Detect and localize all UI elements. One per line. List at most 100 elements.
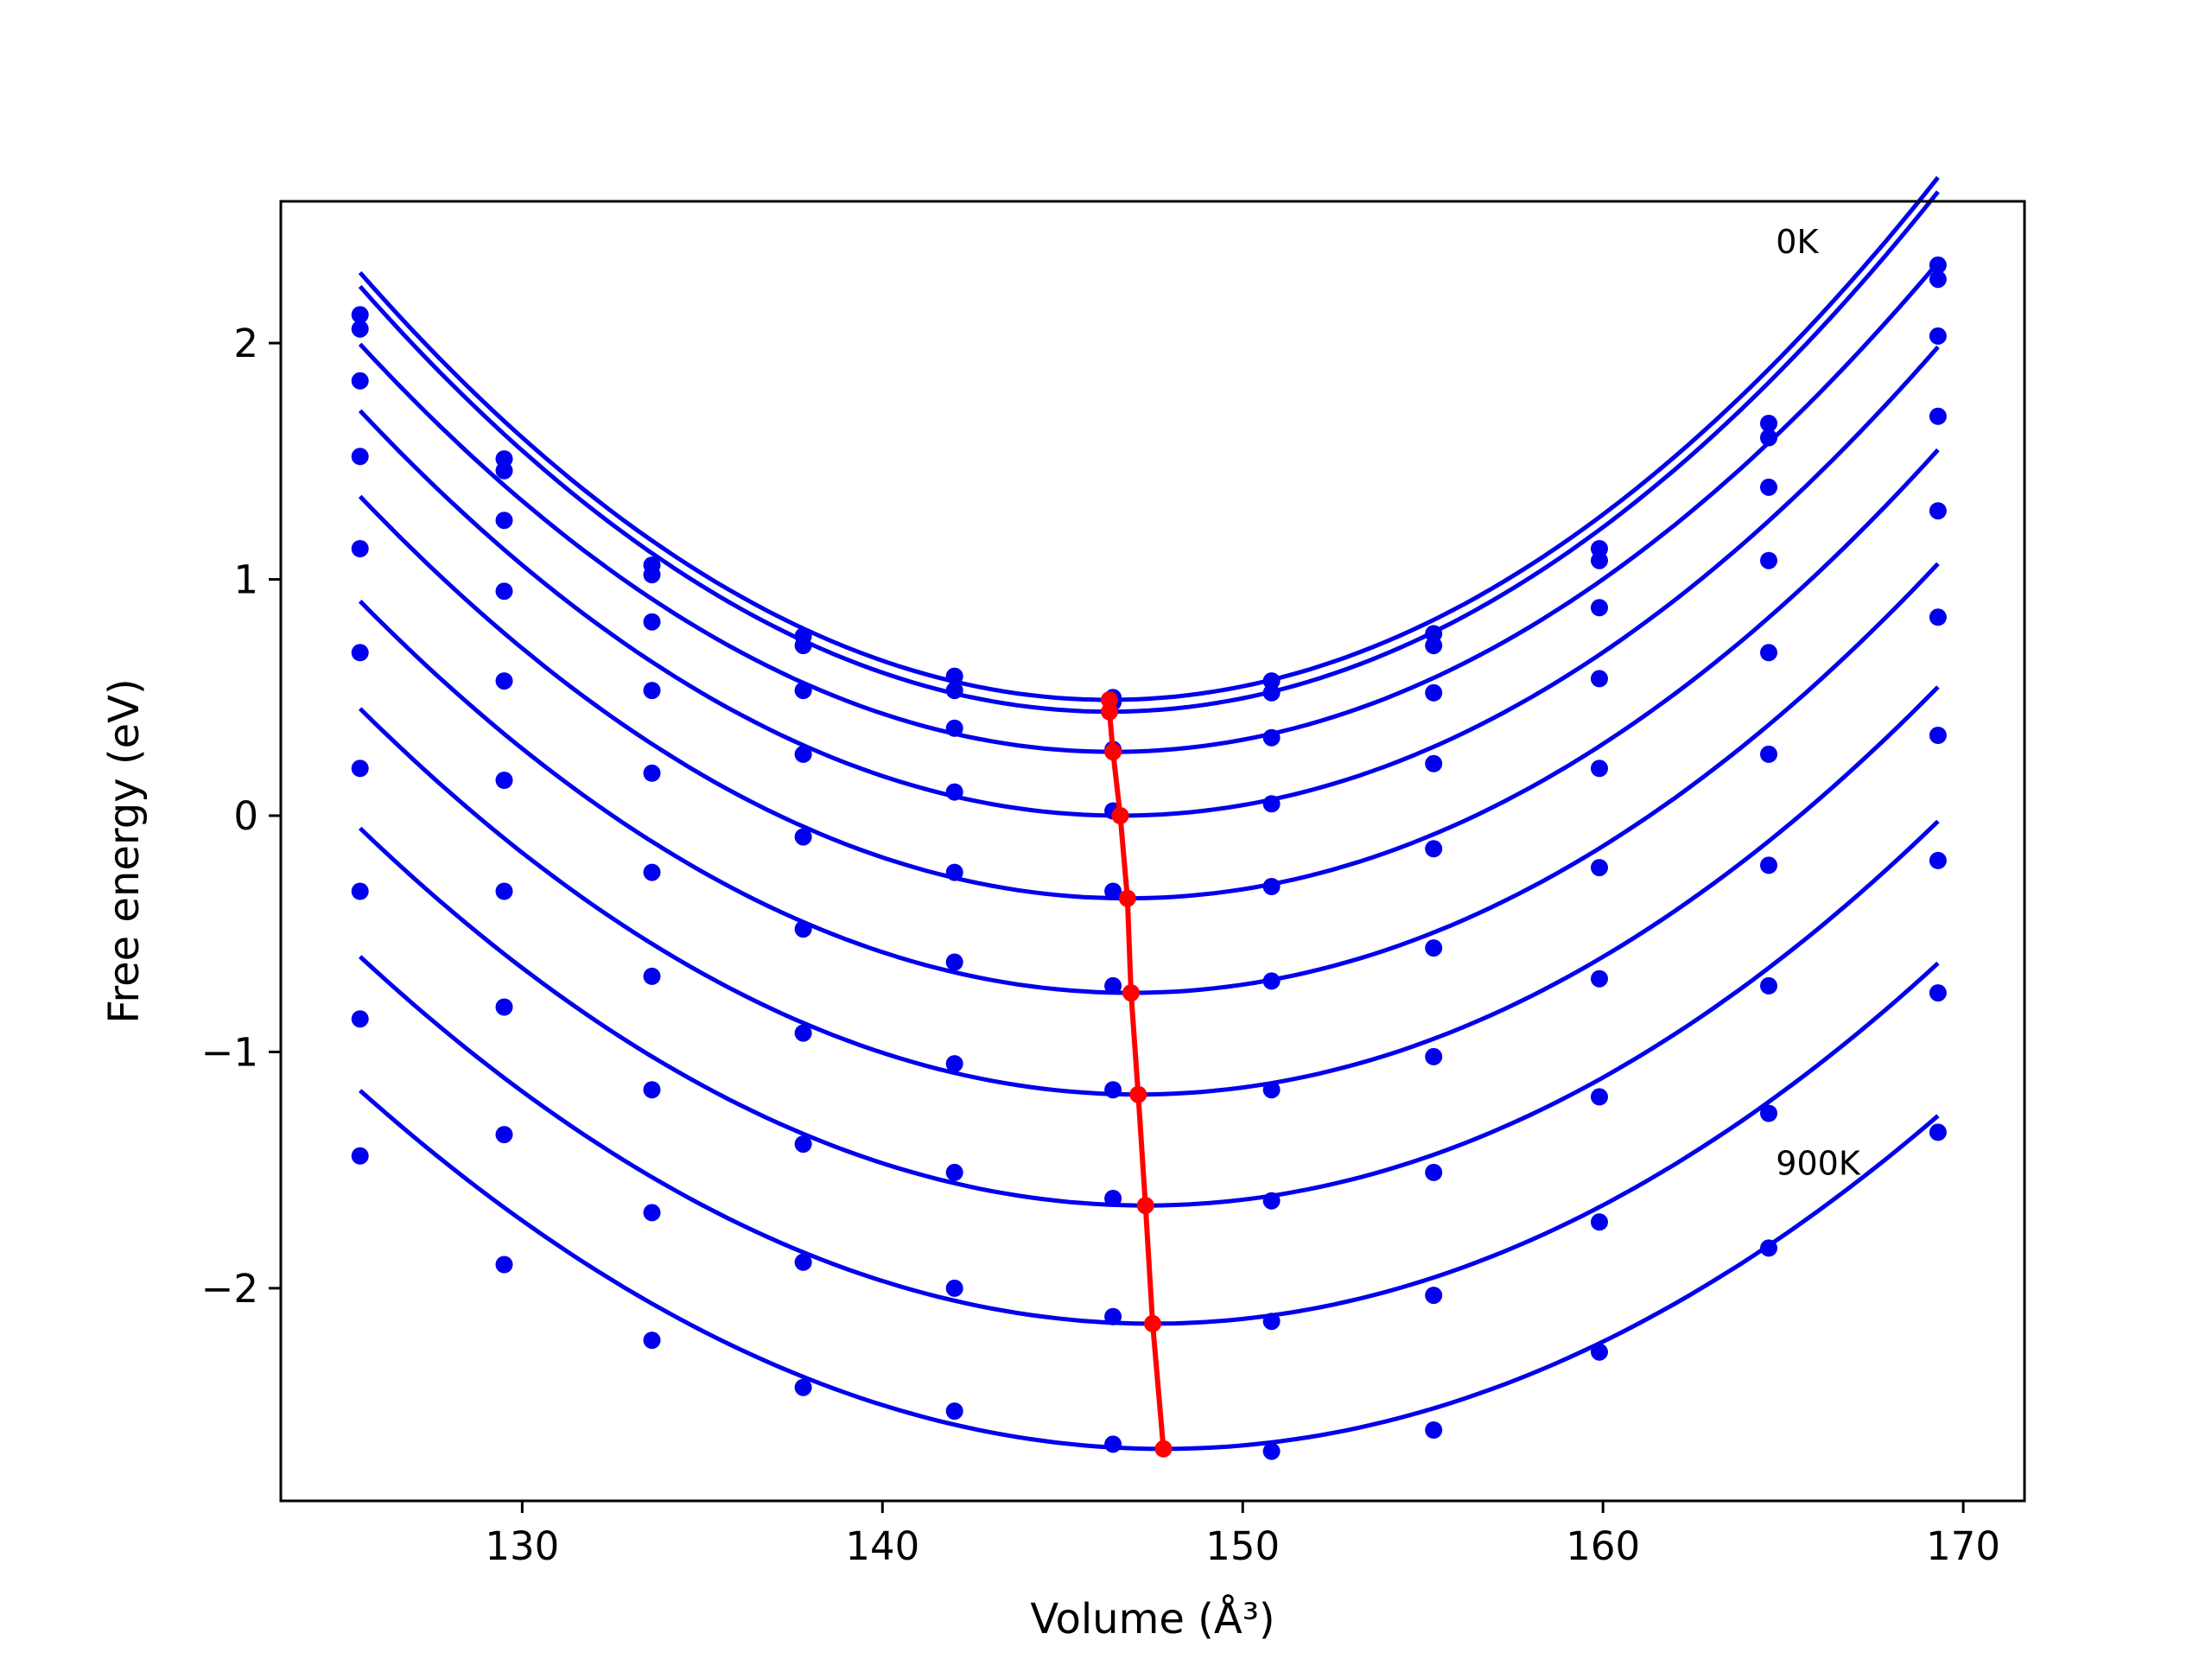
data-point-7-8 (1591, 1088, 1608, 1106)
x-tick-label-170: 170 (1926, 1523, 2000, 1569)
data-point-6-10 (1929, 727, 1947, 744)
data-point-9-9 (1760, 1239, 1777, 1257)
x-tick-label-160: 160 (1566, 1523, 1640, 1569)
data-point-5-3 (794, 920, 812, 938)
data-point-2-8 (1591, 599, 1608, 617)
data-point-7-9 (1760, 976, 1777, 995)
data-point-1-0 (351, 320, 369, 338)
data-point-1-6 (1262, 683, 1281, 702)
data-point-3-9 (1760, 551, 1777, 569)
data-point-2-9 (1760, 478, 1777, 496)
x-tick-label-150: 150 (1205, 1523, 1280, 1569)
minima-line (1107, 700, 1166, 1450)
data-point-1-9 (1760, 429, 1777, 447)
data-point-7-4 (945, 1163, 963, 1181)
data-point-4-4 (945, 863, 963, 881)
fit-curve-4 (358, 448, 1940, 901)
data-point-9-5 (1104, 1435, 1122, 1453)
data-point-2-4 (945, 719, 963, 737)
fit-curve-0 (358, 175, 1940, 702)
data-point-5-7 (1425, 939, 1443, 957)
data-point-6-6 (1262, 1081, 1281, 1099)
data-point-5-2 (643, 863, 661, 881)
data-point-7-7 (1425, 1163, 1443, 1181)
data-point-9-0 (351, 1147, 369, 1165)
data-point-3-10 (1929, 407, 1947, 425)
data-point-4-7 (1425, 840, 1443, 858)
fit-curve-5 (358, 562, 1940, 995)
fit-curve-6 (358, 685, 1940, 1097)
x-tick-label-130: 130 (485, 1523, 559, 1569)
minima-trace (1101, 691, 1173, 1458)
minimum-point-2 (1104, 743, 1122, 761)
data-point-0-10 (1929, 256, 1947, 274)
data-point-0-9 (1760, 415, 1777, 432)
fit-curve-9 (359, 1089, 1940, 1452)
data-point-2-10 (1929, 327, 1947, 345)
fit-curve-3 (358, 345, 1940, 818)
data-point-9-4 (945, 1402, 963, 1421)
data-point-1-4 (945, 682, 963, 700)
data-point-8-0 (351, 1010, 369, 1028)
data-point-4-0 (351, 540, 369, 557)
data-point-6-2 (643, 967, 661, 985)
data-point-6-3 (794, 1024, 812, 1042)
data-point-1-2 (643, 566, 661, 584)
data-point-7-2 (643, 1081, 661, 1099)
data-point-5-10 (1929, 608, 1947, 626)
data-point-2-1 (495, 512, 513, 530)
minimum-point-0 (1101, 691, 1118, 709)
data-point-9-10 (1929, 1123, 1947, 1141)
data-point-4-1 (495, 672, 513, 690)
data-point-8-9 (1760, 1104, 1777, 1122)
fit-curve-1 (358, 190, 1940, 715)
data-point-4-5 (1104, 882, 1122, 900)
data-point-8-5 (1104, 1307, 1122, 1325)
data-point-2-0 (351, 372, 369, 390)
data-point-0-4 (945, 667, 963, 685)
annotation-0: 0K (1776, 223, 1819, 261)
data-point-3-4 (945, 783, 963, 801)
data-point-6-9 (1760, 856, 1777, 874)
data-point-6-8 (1591, 969, 1608, 988)
minimum-point-9 (1154, 1440, 1173, 1458)
data-point-5-6 (1262, 972, 1281, 990)
y-tick-label-1: 1 (233, 557, 258, 603)
minimum-point-1 (1101, 702, 1118, 721)
data-point-8-7 (1425, 1287, 1443, 1305)
data-point-7-5 (1104, 1190, 1122, 1207)
minimum-point-7 (1136, 1197, 1154, 1215)
data-point-6-1 (495, 882, 513, 900)
x-axis-label: Volume (Å³) (1030, 1594, 1274, 1643)
data-point-9-1 (495, 1255, 513, 1274)
data-point-9-2 (643, 1332, 661, 1350)
data-point-4-9 (1760, 644, 1777, 662)
data-point-7-3 (794, 1135, 812, 1154)
data-point-7-0 (351, 882, 369, 900)
minimum-point-4 (1118, 889, 1136, 907)
data-point-8-2 (643, 1204, 661, 1222)
fit-curve-2 (358, 261, 1940, 754)
data-point-0-6 (1262, 672, 1281, 690)
data-point-1-8 (1591, 551, 1608, 569)
data-point-6-5 (1104, 1081, 1122, 1099)
data-point-5-5 (1104, 976, 1122, 995)
plot-frame (279, 200, 2026, 1503)
x-axis-ticks: 130 140 150 160 170 (485, 1501, 2000, 1569)
y-tick-label--1: −1 (201, 1029, 258, 1075)
data-point-1-10 (1929, 270, 1947, 289)
data-point-3-1 (495, 582, 513, 601)
x-tick-label-140: 140 (845, 1523, 919, 1569)
y-axis-ticks: −2 −1 0 1 2 (201, 321, 281, 1312)
data-point-6-4 (945, 1055, 963, 1073)
data-point-7-1 (495, 998, 513, 1016)
annotations: 0K 900K (1776, 223, 1861, 1182)
data-point-3-6 (1262, 795, 1281, 813)
y-tick-label--2: −2 (201, 1266, 258, 1312)
data-point-4-2 (643, 764, 661, 782)
data-point-5-8 (1591, 859, 1608, 877)
data-point-2-7 (1425, 683, 1443, 702)
data-point-2-3 (794, 682, 812, 700)
data-point-8-8 (1591, 1213, 1608, 1231)
